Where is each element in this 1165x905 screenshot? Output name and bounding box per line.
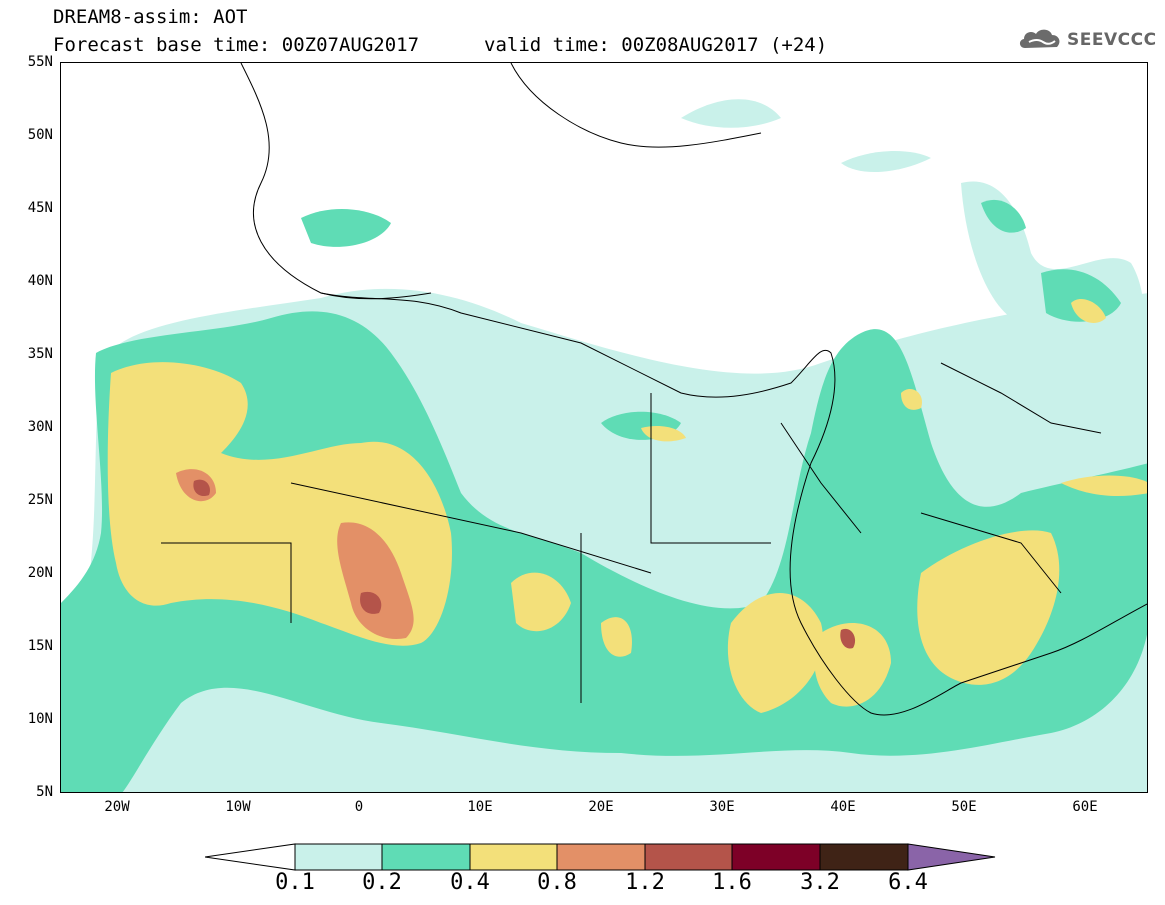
colorbar-swatch bbox=[469, 843, 558, 871]
lat-label: 20N bbox=[27, 565, 53, 581]
title-model: DREAM8-assim: AOT bbox=[53, 6, 248, 28]
lon-label: 10E bbox=[467, 799, 493, 815]
colorbar bbox=[205, 843, 996, 871]
colorbar-swatch bbox=[556, 843, 646, 871]
colorbar-label: 3.2 bbox=[800, 870, 840, 895]
cloud-icon bbox=[1017, 26, 1063, 54]
lon-label: 20W bbox=[104, 799, 130, 815]
colorbar-swatch bbox=[381, 843, 471, 871]
colorbar-swatch bbox=[819, 843, 909, 871]
aot-level-1.2 bbox=[193, 479, 856, 649]
colorbar-swatch bbox=[644, 843, 733, 871]
colorbar-label: 1.2 bbox=[625, 870, 665, 895]
lat-label: 40N bbox=[27, 273, 53, 289]
colorbar-label: 0.8 bbox=[537, 870, 577, 895]
lat-label: 55N bbox=[27, 54, 53, 70]
lat-label: 10N bbox=[27, 711, 53, 727]
colorbar-label: 0.2 bbox=[362, 870, 402, 895]
seevccc-logo: SEEVCCC bbox=[1017, 26, 1157, 54]
lat-label: 35N bbox=[27, 346, 53, 362]
colorbar-over-arrow bbox=[907, 843, 996, 871]
lat-label: 25N bbox=[27, 492, 53, 508]
colorbar-label: 0.1 bbox=[275, 870, 315, 895]
lat-label: 5N bbox=[36, 784, 53, 800]
title-valid-time: valid time: 00Z08AUG2017 (+24) bbox=[484, 34, 828, 56]
lat-label: 15N bbox=[27, 638, 53, 654]
lon-label: 20E bbox=[588, 799, 614, 815]
title-base-time: Forecast base time: 00Z07AUG2017 bbox=[53, 34, 420, 56]
colorbar-label: 6.4 bbox=[888, 870, 928, 895]
colorbar-under-arrow bbox=[205, 843, 296, 871]
lat-label: 30N bbox=[27, 419, 53, 435]
aot-map bbox=[60, 62, 1148, 793]
colorbar-label: 0.4 bbox=[450, 870, 490, 895]
lat-label: 45N bbox=[27, 200, 53, 216]
lon-label: 60E bbox=[1072, 799, 1098, 815]
colorbar-swatch bbox=[731, 843, 821, 871]
country-borders bbox=[161, 63, 1147, 716]
lon-label: 50E bbox=[951, 799, 977, 815]
lon-label: 10W bbox=[225, 799, 251, 815]
lon-label: 40E bbox=[830, 799, 856, 815]
colorbar-label: 1.6 bbox=[712, 870, 752, 895]
colorbar-swatch bbox=[294, 843, 383, 871]
map-canvas bbox=[61, 63, 1147, 792]
lat-label: 50N bbox=[27, 127, 53, 143]
lon-label: 0 bbox=[354, 799, 364, 815]
lon-label: 30E bbox=[709, 799, 735, 815]
logo-text: SEEVCCC bbox=[1067, 30, 1157, 50]
